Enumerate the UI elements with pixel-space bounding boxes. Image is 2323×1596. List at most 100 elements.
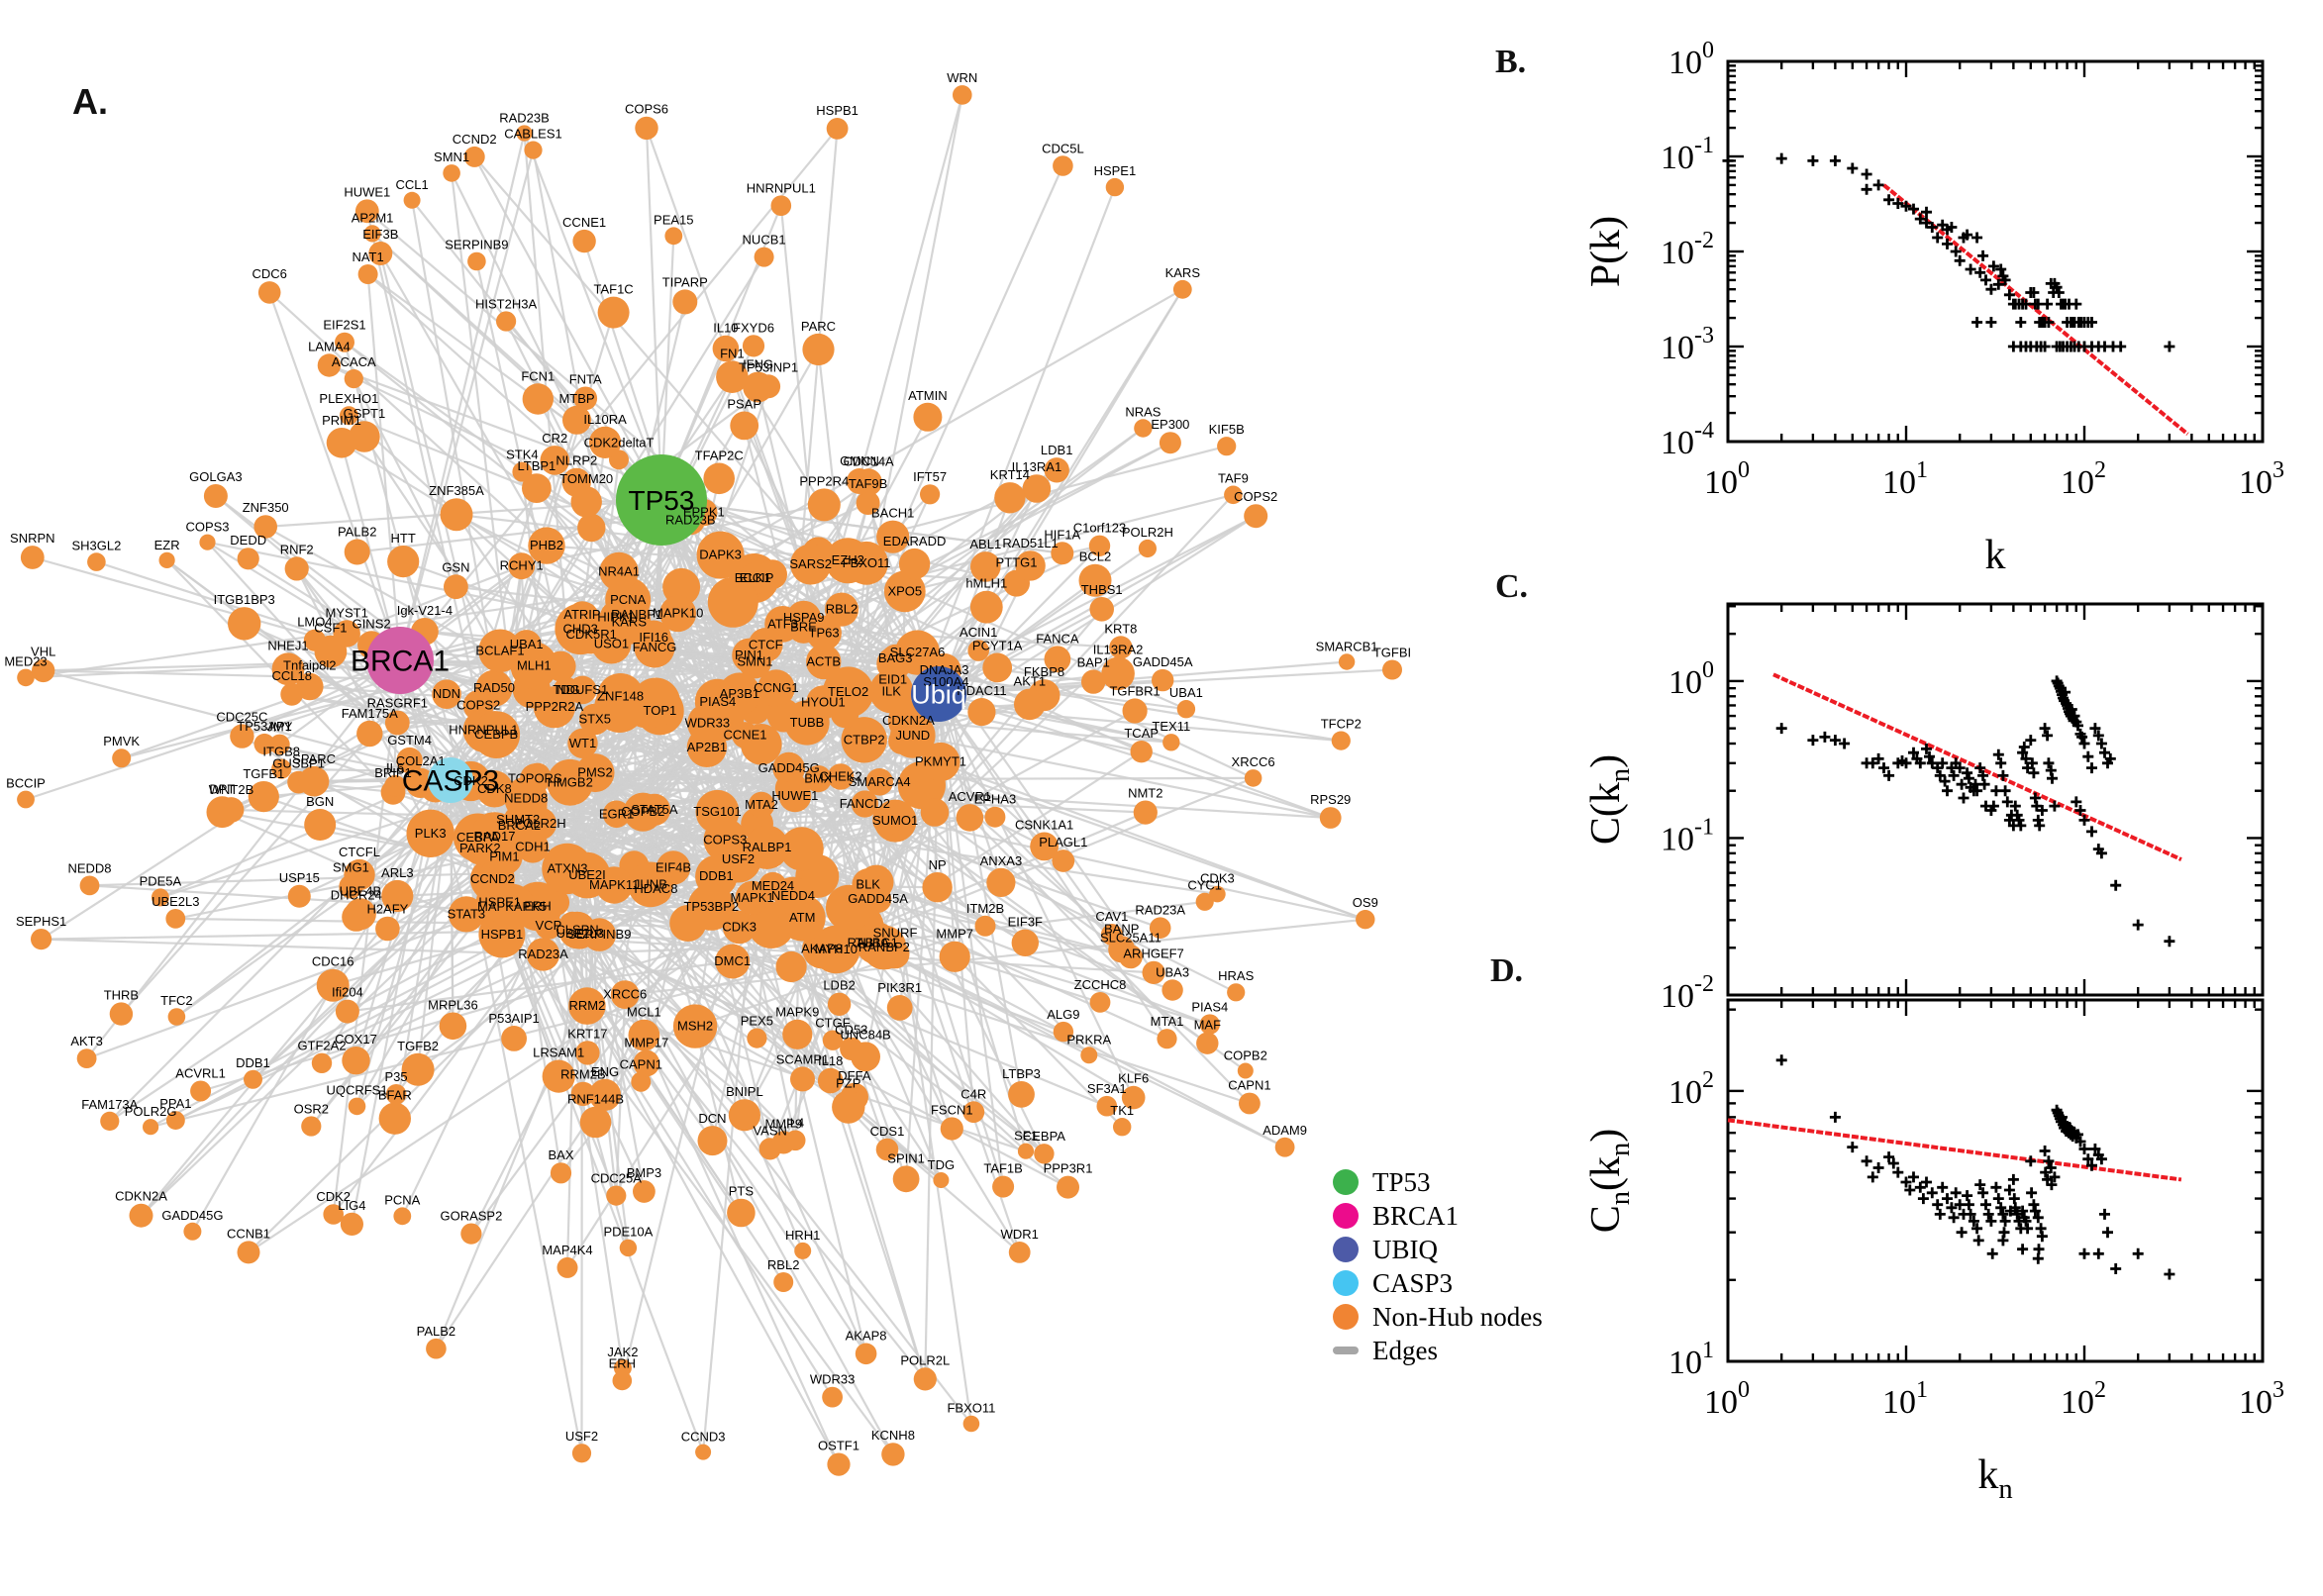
network-node[interactable] [984, 806, 1006, 828]
network-node[interactable] [151, 888, 169, 907]
network-node[interactable] [1138, 539, 1157, 558]
network-node[interactable] [1122, 698, 1148, 724]
network-node[interactable] [344, 369, 363, 389]
network-node[interactable] [827, 992, 852, 1016]
network-node[interactable] [1022, 474, 1052, 503]
hub-node-casp3[interactable] [428, 757, 473, 803]
network-node[interactable] [253, 515, 278, 539]
network-node[interactable] [825, 538, 871, 584]
network-node[interactable] [827, 1452, 851, 1476]
network-node[interactable] [488, 883, 536, 931]
network-node[interactable] [579, 1106, 612, 1139]
network-node[interactable] [79, 875, 100, 896]
network-node[interactable] [253, 733, 275, 755]
network-node[interactable] [1134, 419, 1153, 438]
network-node[interactable] [311, 1052, 333, 1074]
network-node[interactable] [166, 1111, 185, 1130]
network-node[interactable] [1096, 1095, 1118, 1117]
network-node[interactable] [758, 559, 787, 590]
network-node[interactable] [342, 902, 371, 932]
network-node[interactable] [510, 642, 558, 690]
network-node[interactable] [832, 1090, 865, 1124]
network-node[interactable] [357, 264, 378, 284]
network-node[interactable] [635, 116, 658, 141]
network-node[interactable] [594, 681, 646, 734]
network-node[interactable] [335, 332, 354, 352]
network-node[interactable] [1008, 1081, 1035, 1108]
network-node[interactable] [167, 1008, 186, 1026]
network-node[interactable] [597, 296, 630, 329]
network-node[interactable] [1331, 731, 1351, 750]
network-node[interactable] [880, 940, 910, 969]
network-node[interactable] [602, 800, 631, 829]
network-node[interactable] [1081, 669, 1106, 694]
network-node[interactable] [1176, 700, 1196, 719]
network-node[interactable] [228, 607, 261, 641]
network-node[interactable] [568, 987, 606, 1025]
network-node[interactable] [448, 896, 484, 933]
network-node[interactable] [888, 728, 915, 754]
network-node[interactable] [773, 1272, 794, 1292]
network-node[interactable] [703, 462, 735, 495]
network-node[interactable] [542, 843, 593, 895]
network-node[interactable] [610, 980, 640, 1009]
network-node[interactable] [812, 925, 860, 974]
network-node[interactable] [612, 1370, 633, 1391]
network-node[interactable] [806, 685, 841, 720]
network-node[interactable] [695, 1444, 712, 1460]
network-node[interactable] [775, 950, 807, 983]
network-node[interactable] [847, 468, 872, 494]
network-node[interactable] [1105, 177, 1125, 197]
network-node[interactable] [375, 916, 400, 942]
network-node[interactable] [385, 1084, 407, 1105]
network-node[interactable] [913, 1367, 937, 1391]
network-node[interactable] [550, 1162, 572, 1184]
network-node[interactable] [183, 1222, 202, 1241]
network-node[interactable] [571, 1444, 592, 1463]
network-node[interactable] [1142, 960, 1165, 985]
network-node[interactable] [1152, 668, 1174, 692]
network-node[interactable] [892, 1165, 920, 1193]
network-node[interactable] [1118, 945, 1143, 969]
network-node[interactable] [533, 686, 576, 729]
network-node[interactable] [1014, 688, 1046, 721]
network-node[interactable] [17, 668, 35, 687]
network-node[interactable] [572, 229, 596, 253]
network-node[interactable] [32, 658, 55, 683]
network-node[interactable] [528, 527, 565, 564]
network-node[interactable] [475, 669, 513, 707]
network-node[interactable] [886, 995, 913, 1021]
network-node[interactable] [1011, 929, 1039, 956]
network-node[interactable] [875, 1138, 899, 1161]
network-node[interactable] [631, 1071, 652, 1092]
network-node[interactable] [199, 534, 216, 550]
network-node[interactable] [1227, 983, 1246, 1002]
network-node[interactable] [1080, 1047, 1098, 1064]
network-node[interactable] [883, 570, 926, 613]
network-node[interactable] [340, 1212, 363, 1236]
network-node[interactable] [794, 1242, 812, 1259]
network-node[interactable] [956, 804, 984, 832]
network-node[interactable] [735, 880, 769, 915]
network-node[interactable] [570, 1081, 596, 1107]
network-node[interactable] [556, 1256, 578, 1278]
network-node[interactable] [1015, 550, 1046, 581]
network-node[interactable] [1157, 1029, 1177, 1049]
network-node[interactable] [1109, 636, 1133, 659]
network-node[interactable] [851, 790, 879, 818]
network-node[interactable] [547, 758, 594, 806]
network-node[interactable] [1195, 892, 1214, 911]
network-node[interactable] [567, 728, 598, 758]
network-node[interactable] [284, 556, 309, 581]
network-node[interactable] [659, 595, 697, 633]
network-node[interactable] [303, 629, 326, 651]
network-node[interactable] [333, 620, 360, 648]
network-node[interactable] [634, 627, 675, 668]
network-node[interactable] [384, 774, 406, 797]
network-node[interactable] [405, 767, 436, 799]
network-node[interactable] [1089, 597, 1114, 622]
network-node[interactable] [1052, 849, 1075, 872]
network-node[interactable] [599, 551, 639, 591]
network-node[interactable] [486, 839, 523, 875]
network-node[interactable] [962, 1415, 980, 1433]
